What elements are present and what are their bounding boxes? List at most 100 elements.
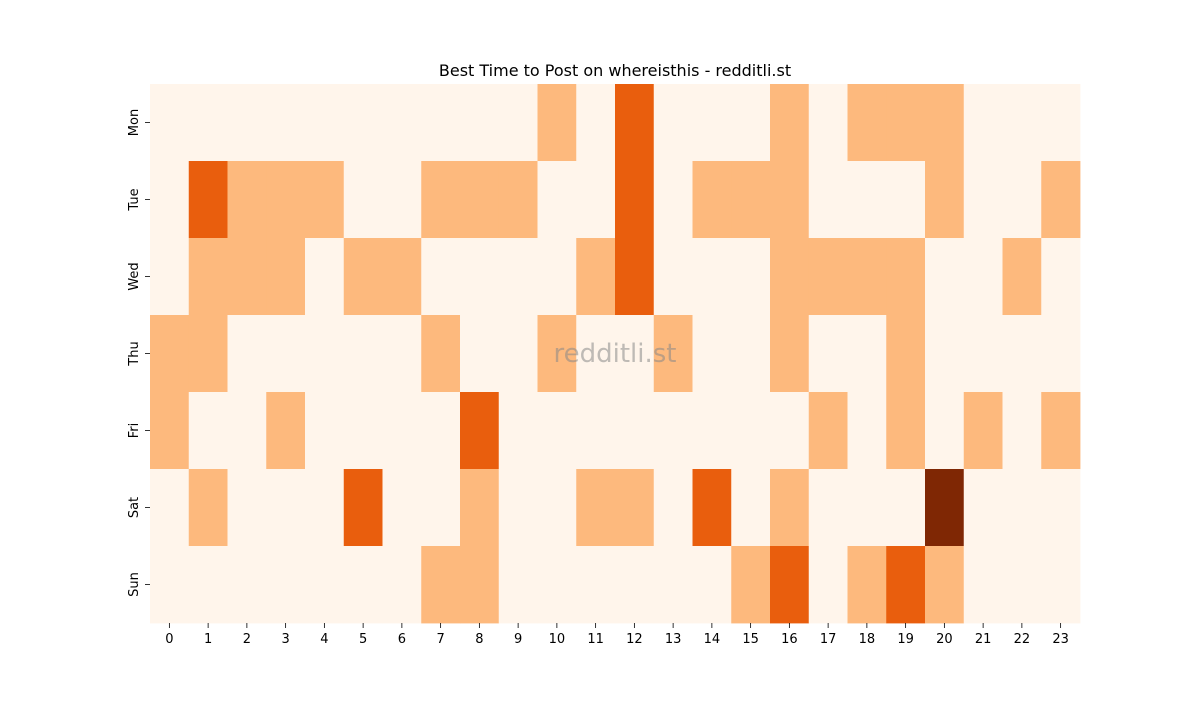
heatmap-cell-thu-19	[886, 315, 926, 393]
heatmap-cell-sat-0	[150, 469, 190, 547]
heatmap-cell-sat-4	[305, 469, 345, 547]
heatmap-cell-thu-8	[460, 315, 500, 393]
x-tick-label: 14	[704, 632, 721, 647]
watermark: redditli.st	[554, 339, 677, 369]
heatmap-cell-tue-5	[343, 161, 383, 239]
heatmap-cell-sat-1	[188, 469, 228, 547]
heatmap-cell-sun-20	[925, 546, 965, 624]
heatmap-cell-sat-17	[808, 469, 848, 547]
heatmap-cell-mon-12	[615, 84, 655, 162]
heatmap-cell-tue-21	[963, 161, 1003, 239]
heatmap-cell-tue-11	[576, 161, 616, 239]
x-tick-label: 11	[587, 632, 604, 647]
heatmap-cell-sat-2	[227, 469, 267, 547]
heatmap-cell-tue-6	[382, 161, 422, 239]
heatmap-cell-fri-17	[808, 392, 848, 470]
heatmap-cell-thu-3	[266, 315, 306, 393]
y-tick-label: Mon	[127, 109, 142, 136]
heatmap-cell-sat-23	[1041, 469, 1081, 547]
heatmap-cell-tue-4	[305, 161, 345, 239]
x-tick-label: 7	[436, 632, 444, 647]
heatmap-cell-tue-8	[460, 161, 500, 239]
x-tick-label: 20	[936, 632, 953, 647]
heatmap-cell-sat-18	[847, 469, 887, 547]
heatmap-cell-fri-21	[963, 392, 1003, 470]
heatmap-cell-mon-8	[460, 84, 500, 162]
heatmap-cell-wed-2	[227, 238, 267, 316]
heatmap-cell-sat-16	[770, 469, 810, 547]
heatmap-cell-mon-9	[498, 84, 538, 162]
heatmap-cell-sun-15	[731, 546, 771, 624]
heatmap-cell-sun-12	[615, 546, 655, 624]
heatmap-cell-sun-17	[808, 546, 848, 624]
heatmap-cell-tue-7	[421, 161, 461, 239]
heatmap-cell-tue-1	[188, 161, 228, 239]
x-tick-label: 2	[243, 632, 251, 647]
heatmap-cell-fri-5	[343, 392, 383, 470]
heatmap-cell-thu-2	[227, 315, 267, 393]
heatmap-cell-mon-15	[731, 84, 771, 162]
heatmap-cell-thu-7	[421, 315, 461, 393]
heatmap-cell-tue-16	[770, 161, 810, 239]
heatmap-cell-sun-9	[498, 546, 538, 624]
heatmap-cell-thu-5	[343, 315, 383, 393]
heatmap-cell-mon-16	[770, 84, 810, 162]
heatmap-cell-mon-2	[227, 84, 267, 162]
heatmap-cell-thu-6	[382, 315, 422, 393]
heatmap-cell-sat-15	[731, 469, 771, 547]
x-tick-label: 22	[1014, 632, 1031, 647]
heatmap-cell-sun-21	[963, 546, 1003, 624]
heatmap-cell-tue-9	[498, 161, 538, 239]
heatmap-cell-mon-4	[305, 84, 345, 162]
heatmap-cell-wed-13	[653, 238, 693, 316]
x-tick-label: 19	[897, 632, 914, 647]
heatmap-cell-tue-3	[266, 161, 306, 239]
y-axis: Mon Tue Wed Thu Fri Sat Sun	[127, 109, 150, 597]
x-tick-label: 21	[975, 632, 992, 647]
heatmap-cell-fri-15	[731, 392, 771, 470]
heatmap-cell-wed-4	[305, 238, 345, 316]
heatmap-cell-sun-1	[188, 546, 228, 624]
heatmap-cell-thu-12	[615, 315, 655, 393]
heatmap-cell-sun-6	[382, 546, 422, 624]
heatmap-cell-wed-3	[266, 238, 306, 316]
heatmap-cell-wed-1	[188, 238, 228, 316]
x-tick-label: 0	[165, 632, 173, 647]
heatmap-cell-sun-7	[421, 546, 461, 624]
heatmap-cell-wed-0	[150, 238, 190, 316]
heatmap-cell-thu-13	[653, 315, 693, 393]
heatmap-cell-fri-19	[886, 392, 926, 470]
heatmap-cell-fri-9	[498, 392, 538, 470]
x-tick-label: 9	[514, 632, 522, 647]
heatmap-cell-sat-19	[886, 469, 926, 547]
x-tick-label: 1	[204, 632, 212, 647]
heatmap-cell-sun-5	[343, 546, 383, 624]
heatmap-cell-thu-11	[576, 315, 616, 393]
heatmap-cell-sat-12	[615, 469, 655, 547]
x-tick-label: 12	[626, 632, 643, 647]
heatmap-cell-mon-7	[421, 84, 461, 162]
heatmap-cell-mon-14	[692, 84, 732, 162]
heatmap-cell-tue-23	[1041, 161, 1081, 239]
heatmap-cell-tue-14	[692, 161, 732, 239]
heatmap-cell-fri-1	[188, 392, 228, 470]
heatmap-cell-sat-14	[692, 469, 732, 547]
heatmap-cell-sun-0	[150, 546, 190, 624]
heatmap-cell-wed-11	[576, 238, 616, 316]
heatmap-cell-thu-23	[1041, 315, 1081, 393]
x-tick-label: 13	[665, 632, 682, 647]
heatmap-cell-fri-8	[460, 392, 500, 470]
heatmap-cell-tue-15	[731, 161, 771, 239]
x-tick-label: 4	[320, 632, 328, 647]
heatmap-cell-sat-20	[925, 469, 965, 547]
heatmap-cell-mon-11	[576, 84, 616, 162]
heatmap-cell-wed-16	[770, 238, 810, 316]
heatmap-cell-wed-17	[808, 238, 848, 316]
heatmap-cell-fri-16	[770, 392, 810, 470]
heatmap-cell-thu-15	[731, 315, 771, 393]
heatmap-cell-sun-14	[692, 546, 732, 624]
heatmap-cell-sat-13	[653, 469, 693, 547]
x-axis: 0 1 2 3 4 5 6 7 8 9 10 11 12 13 14 15 16 17 18 19 20 21 22 23	[165, 623, 1069, 647]
heatmap-cell-mon-5	[343, 84, 383, 162]
